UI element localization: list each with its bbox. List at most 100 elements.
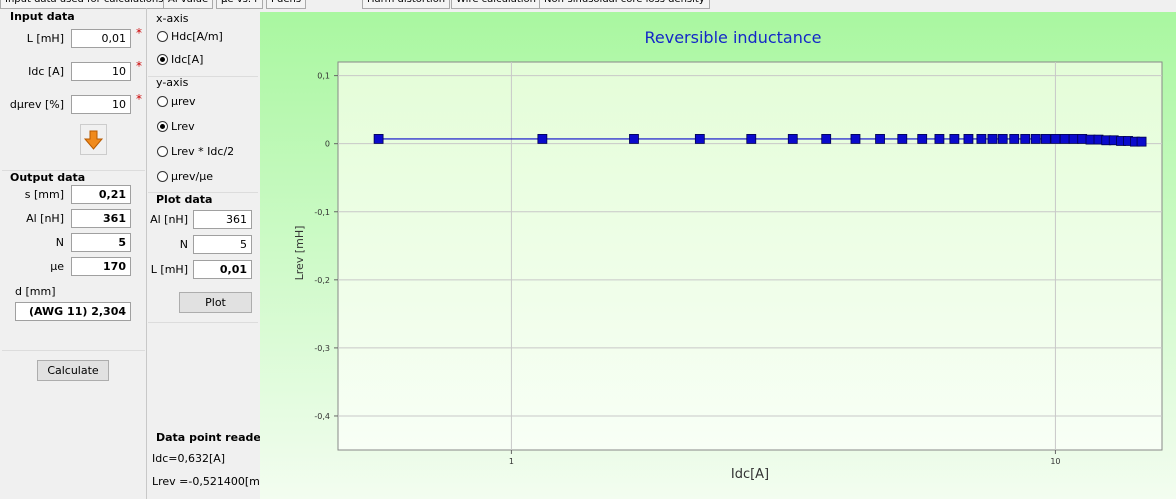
output-box: 361 [71, 209, 131, 228]
chart-title: Reversible inductance [645, 28, 822, 47]
radio-dot [160, 57, 165, 62]
required-mark: * [136, 26, 142, 40]
x-axis-label: Idc[A] [731, 467, 769, 482]
input-box[interactable]: 0,01 [71, 29, 131, 48]
data-point [1050, 134, 1061, 144]
data-point [373, 134, 384, 144]
radio-button[interactable] [157, 121, 168, 132]
data-point [1020, 134, 1031, 144]
plot-button[interactable]: Plot [179, 292, 252, 313]
field-label: dµrev [%] [9, 98, 64, 111]
radio-button[interactable] [157, 54, 168, 65]
group-title: Output data [10, 171, 86, 184]
output-box: 170 [71, 257, 131, 276]
field-label: µe [50, 260, 64, 273]
plot-box[interactable]: 5 [193, 235, 252, 254]
data-point [1136, 136, 1147, 147]
tab[interactable]: µe vs. f [216, 0, 263, 9]
plot-box[interactable]: 361 [193, 210, 252, 229]
data-point [787, 134, 798, 144]
data-point [949, 134, 960, 144]
group-title: Plot data [156, 193, 213, 206]
field-label: Al [nH] [26, 212, 64, 225]
field-label: L [mH] [26, 32, 64, 45]
group-title: Input data [10, 10, 75, 23]
reader-line: Lrev =-0,521400[mH] [152, 475, 273, 488]
data-point [934, 134, 945, 144]
transfer-button[interactable] [80, 124, 107, 155]
field-label: L [mH] [150, 263, 188, 276]
x-tick-label: 1 [509, 457, 514, 466]
data-point [746, 134, 757, 144]
tab[interactable]: Harm distortion [362, 0, 451, 9]
tab[interactable]: Input data used for calculations [0, 0, 169, 9]
field-label: s [mm] [24, 188, 64, 201]
y-tick-label: -0,2 [314, 276, 330, 285]
data-point [1077, 134, 1088, 144]
divider [146, 8, 147, 499]
output-box: (AWG 11) 2,304 [15, 302, 131, 321]
group-title: y-axis [156, 76, 189, 89]
required-mark: * [136, 59, 142, 73]
data-point [963, 134, 974, 144]
tab[interactable]: Al value [163, 0, 214, 9]
radio-button[interactable] [157, 31, 168, 42]
data-point [694, 134, 705, 144]
arrow-icon [83, 130, 104, 150]
tab[interactable]: Non-sinusoidal core loss density [539, 0, 710, 9]
field-label: N [55, 236, 64, 249]
divider [2, 170, 145, 171]
radio-label: Idc[A] [171, 53, 204, 66]
tab[interactable]: Pdens [266, 0, 307, 9]
divider [148, 76, 258, 77]
data-point [1059, 134, 1070, 144]
input-box[interactable]: 10 [71, 62, 131, 81]
calculate-button[interactable]: Calculate [37, 360, 109, 381]
data-point [1068, 134, 1079, 144]
radio-button[interactable] [157, 171, 168, 182]
divider [148, 322, 258, 323]
field-label: N [179, 238, 188, 251]
group-title: Data point reader [156, 431, 267, 444]
radio-dot [160, 124, 165, 129]
radio-label: Lrev * Idc/2 [171, 145, 235, 158]
data-point [537, 134, 548, 144]
data-point [1009, 134, 1020, 144]
data-point [897, 134, 908, 144]
data-point [917, 134, 928, 144]
y-tick-label: -0,4 [314, 412, 330, 421]
divider [2, 350, 145, 351]
radio-label: Hdc[A/m] [171, 30, 223, 43]
reader-line: Idc=0,632[A] [152, 452, 226, 465]
required-mark: * [136, 92, 142, 106]
data-point [997, 134, 1008, 144]
plot-area [337, 61, 1163, 451]
radio-button[interactable] [157, 96, 168, 107]
radio-button[interactable] [157, 146, 168, 157]
data-point [821, 134, 832, 144]
y-axis-label: Lrev [mH] [293, 226, 306, 281]
chart: Reversible inductance Idc[A] Lrev [mH] 0… [260, 12, 1176, 499]
radio-label: µrev/µe [171, 170, 214, 183]
field-label: Al [nH] [150, 213, 188, 226]
group-title: x-axis [156, 12, 189, 25]
tab[interactable]: Wire calculation [451, 0, 541, 9]
field-label: Idc [A] [28, 65, 64, 78]
x-tick-label: 10 [1050, 457, 1060, 466]
data-point [1030, 134, 1041, 144]
divider [148, 192, 258, 193]
data-point [1040, 134, 1051, 144]
input-box[interactable]: 10 [71, 95, 131, 114]
radio-label: Lrev [171, 120, 195, 133]
output-box: 0,21 [71, 185, 131, 204]
y-tick-label: 0,1 [317, 72, 330, 81]
data-point [987, 134, 998, 144]
y-tick-label: -0,3 [314, 344, 330, 353]
output-box: 5 [71, 233, 131, 252]
y-tick-label: 0 [325, 140, 330, 149]
data-point [850, 134, 861, 144]
data-point [629, 134, 639, 144]
y-tick-label: -0,1 [314, 208, 330, 217]
plot-box[interactable]: 0,01 [193, 260, 252, 279]
